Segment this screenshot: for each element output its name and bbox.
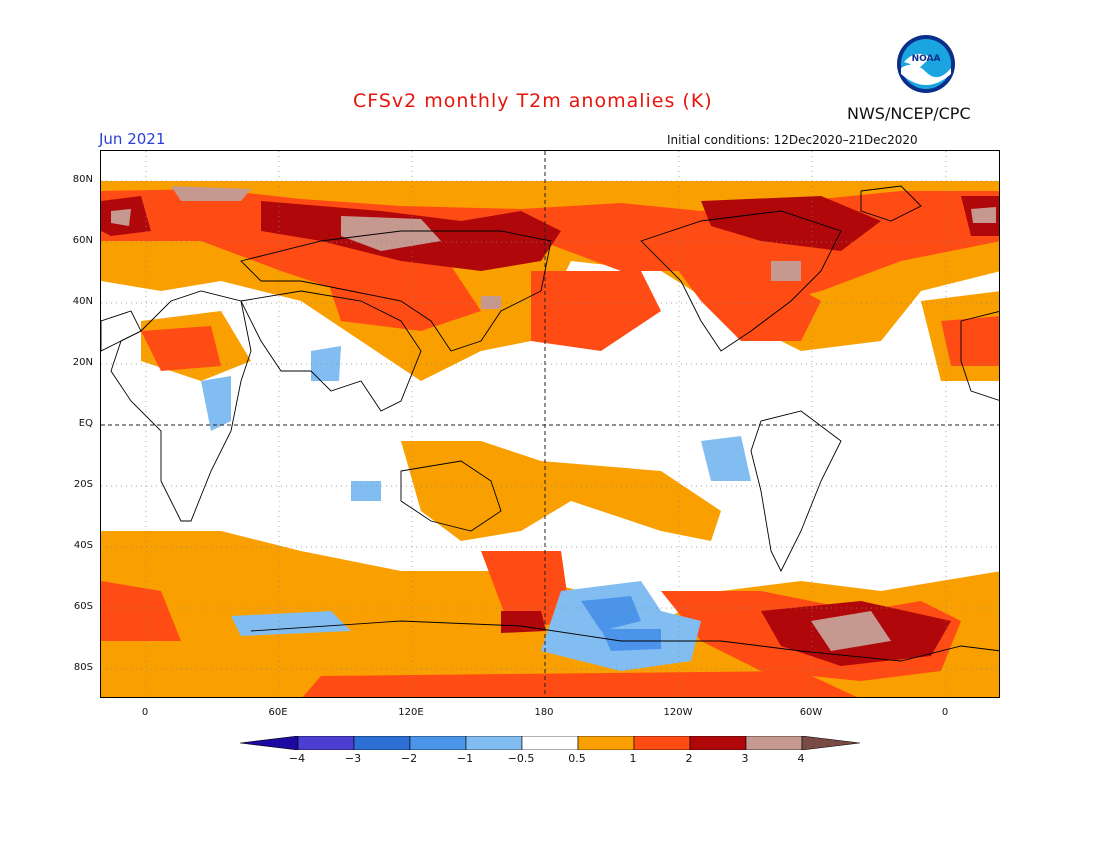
colorbar-swatch [801, 736, 861, 750]
graticule [101, 151, 999, 697]
colorbar-swatch [689, 736, 747, 750]
lon-label: 60E [268, 707, 288, 718]
lat-label: 80N [72, 174, 93, 185]
lat-label: 60N [72, 235, 93, 246]
colorbar [240, 736, 861, 750]
lat-label: 40N [72, 296, 93, 307]
lat-label: 40S [73, 540, 93, 551]
lon-label: 180 [534, 707, 554, 718]
colorbar-label: 4 [797, 752, 805, 765]
colorbar-label: −3 [344, 752, 362, 765]
map-canvas [101, 151, 999, 697]
colorbar-swatch [409, 736, 467, 750]
initial-conditions: Initial conditions: 12Dec2020–21Dec2020 [667, 133, 918, 147]
colorbar-swatch [577, 736, 635, 750]
lat-label: 80S [73, 662, 93, 673]
anomaly-shading [101, 181, 999, 697]
lon-label: 60W [799, 707, 823, 718]
colorbar-swatch [465, 736, 523, 750]
lon-label: 120E [398, 707, 424, 718]
colorbar-label: 2 [685, 752, 693, 765]
colorbar-swatch [633, 736, 691, 750]
colorbar-swatch [240, 736, 299, 750]
lat-label: 20N [72, 357, 93, 368]
colorbar-label: −4 [288, 752, 306, 765]
colorbar-label: 1 [629, 752, 637, 765]
lat-label: EQ [78, 418, 93, 429]
colorbar-label: 3 [741, 752, 749, 765]
noaa-logo-icon: NOAA [897, 35, 955, 93]
forecast-month: Jun 2021 [99, 130, 166, 148]
colorbar-swatch [353, 736, 411, 750]
map-title: CFSv2 monthly T2m anomalies (K) [353, 90, 713, 112]
colorbar-swatch [745, 736, 803, 750]
colorbar-label: −2 [400, 752, 418, 765]
lat-label: 20S [73, 479, 93, 490]
logo-text: NOAA [912, 54, 941, 64]
anomaly-map [100, 150, 1000, 698]
lon-label: 0 [941, 707, 949, 718]
colorbar-swatch [297, 736, 355, 750]
lon-label: 120W [663, 707, 693, 718]
colorbar-label: 0.5 [568, 752, 586, 765]
lat-label: 60S [73, 601, 93, 612]
lon-label: 0 [141, 707, 149, 718]
colorbar-label: −0.5 [507, 752, 535, 765]
colorbar-swatch [521, 736, 579, 750]
colorbar-label: −1 [456, 752, 474, 765]
agency-label: NWS/NCEP/CPC [847, 104, 971, 123]
coastlines [101, 185, 999, 662]
